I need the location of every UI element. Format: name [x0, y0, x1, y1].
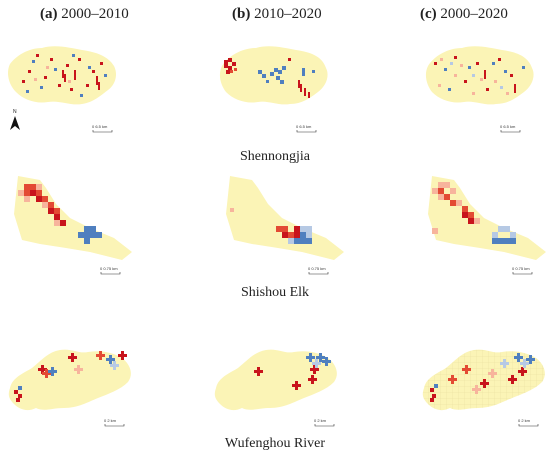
- north-letter: N: [13, 109, 17, 115]
- region-label-shishou-elk: Shishou Elk: [240, 285, 310, 300]
- north-arrow: N: [8, 108, 22, 132]
- scale-text: 0 2 km: [314, 418, 327, 423]
- scale-text: 0 2 km: [518, 418, 531, 423]
- map-shishou-2000-2020: [424, 174, 548, 266]
- map-shennongjia-2000-2020: [424, 40, 536, 110]
- region-label-wufenghou-river: Wufenghou River: [224, 436, 326, 451]
- column-header-a: (a) 2000–2010: [40, 6, 129, 23]
- scale-text: 0 6.5 km: [92, 124, 108, 129]
- column-letter-c: (c): [420, 6, 437, 22]
- scale-bar-shishou-c: 0 0.75 km: [512, 266, 542, 276]
- column-letter-b: (b): [232, 6, 251, 22]
- column-header-b: (b) 2010–2020: [232, 6, 322, 23]
- column-period-a: 2000–2010: [61, 6, 129, 22]
- column-header-c: (c) 2000–2020: [420, 6, 508, 23]
- scale-text: 0 2 km: [104, 418, 117, 423]
- scale-text: 0 6.5 km: [500, 124, 516, 129]
- scale-bar-shishou-b: 0 0.75 km: [308, 266, 338, 276]
- scale-bar-shishou-a: 0 0.75 km: [100, 266, 130, 276]
- column-letter-a: (a): [40, 6, 58, 22]
- scale-text: 0 0.75 km: [308, 266, 326, 271]
- map-wufenghou-2000-2010: [8, 338, 136, 418]
- scale-bar-wufenghou-a: 0 2 km: [104, 418, 134, 428]
- scale-bar-wufenghou-b: 0 2 km: [314, 418, 344, 428]
- scale-bar-shennongjia-b: 0 6.5 km: [296, 124, 326, 134]
- map-shennongjia-2010-2020: [218, 40, 330, 110]
- scale-text: 0 6.5 km: [296, 124, 312, 129]
- map-wufenghou-2000-2020: [422, 338, 550, 418]
- map-wufenghou-2010-2020: [214, 338, 342, 418]
- scale-bar-wufenghou-c: 0 2 km: [518, 418, 548, 428]
- map-shishou-2000-2010: [10, 174, 134, 266]
- map-shishou-2010-2020: [222, 174, 346, 266]
- scale-text: 0 0.75 km: [100, 266, 118, 271]
- region-label-shennongjia: Shennongjia: [240, 149, 310, 164]
- scale-text: 0 0.75 km: [512, 266, 530, 271]
- scale-bar-shennongjia-c: 0 6.5 km: [500, 124, 530, 134]
- map-shennongjia-2000-2010: [8, 40, 118, 110]
- column-period-b: 2010–2020: [254, 6, 322, 22]
- column-period-c: 2000–2020: [440, 6, 508, 22]
- scale-bar-shennongjia-a: 0 6.5 km: [92, 124, 122, 134]
